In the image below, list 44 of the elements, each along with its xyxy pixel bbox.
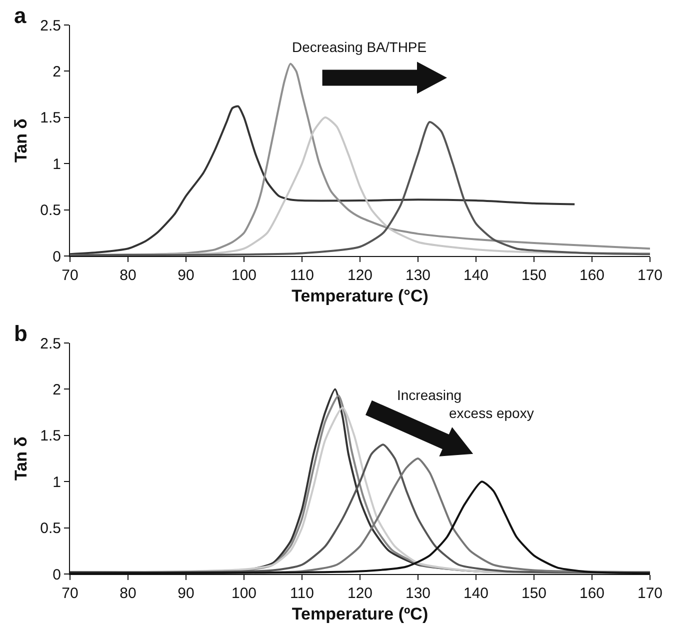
y-tick-label: 1 (52, 474, 61, 491)
x-tick-label: 160 (579, 585, 605, 602)
y-tick-label: 0 (52, 248, 61, 266)
x-tick-label: 130 (405, 267, 431, 284)
y-tick-label: 1 (52, 156, 61, 173)
chart-title: a (14, 3, 27, 28)
x-tick-label: 170 (637, 585, 663, 602)
x-tick-label: 80 (120, 267, 136, 284)
y-tick-label: 1.5 (40, 428, 61, 445)
y-tick-label: 2.5 (40, 335, 61, 352)
x-tick-label: 170 (637, 267, 663, 284)
x-tick-label: 140 (463, 267, 489, 284)
annotation: Increasing (397, 387, 462, 403)
x-axis-title: Temperature (°C) (292, 286, 428, 306)
y-axis-title: Tan δ (12, 436, 31, 480)
x-tick-label: 130 (405, 585, 431, 602)
x-tick-label: 110 (290, 267, 314, 284)
x-tick-label: 70 (62, 267, 78, 284)
x-tick-label: 70 (62, 585, 78, 602)
x-tick-label: 90 (178, 585, 194, 602)
y-tick-label: 2.5 (40, 17, 61, 34)
x-axis-title: Temperature (ºC) (292, 604, 428, 624)
y-tick-label: 1.5 (40, 110, 61, 127)
line-series (70, 105, 576, 256)
x-tick-label: 160 (579, 267, 605, 284)
x-tick-label: 150 (521, 585, 547, 602)
x-tick-label: 110 (290, 585, 314, 602)
y-tick-label: 0.5 (40, 520, 61, 538)
x-tick-label: 140 (463, 585, 489, 602)
x-tick-label: 90 (178, 267, 194, 284)
y-tick-label: 2 (52, 381, 61, 398)
x-tick-label: 120 (347, 267, 373, 284)
annotation: Decreasing BA/THPE (292, 39, 427, 55)
x-tick-label: 100 (231, 267, 257, 284)
y-tick-label: 2 (52, 63, 61, 80)
y-tick-label: 0.5 (40, 202, 61, 220)
x-tick-label: 150 (521, 267, 547, 284)
chart-title: b (14, 321, 28, 346)
annotation: excess epoxy (449, 405, 534, 421)
y-axis-title: Tan δ (12, 118, 31, 162)
x-tick-label: 100 (231, 585, 257, 602)
y-tick-label: 0 (52, 566, 61, 584)
x-tick-label: 80 (120, 585, 136, 602)
x-tick-label: 120 (347, 585, 373, 602)
